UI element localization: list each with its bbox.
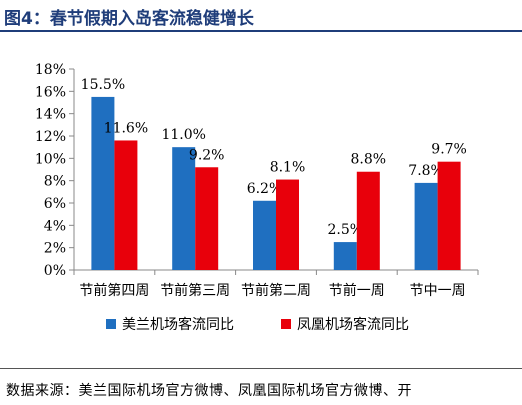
data-label: 9.2% xyxy=(189,147,225,163)
y-tick-label: 16% xyxy=(35,84,66,100)
legend-label: 美兰机场客流同比 xyxy=(122,316,234,333)
data-label: 11.6% xyxy=(104,120,148,136)
bar-meilan xyxy=(172,147,196,270)
data-label: 15.5% xyxy=(81,77,125,93)
data-label: 2.5% xyxy=(328,222,364,238)
y-tick-label: 2% xyxy=(44,241,66,257)
y-tick-label: 10% xyxy=(35,151,66,167)
y-tick-label: 6% xyxy=(44,196,66,212)
data-label: 11.0% xyxy=(161,127,205,143)
x-tick-label: 节中一周 xyxy=(410,283,466,299)
bar-fenghuang xyxy=(276,179,299,270)
bar-fenghuang xyxy=(114,140,138,270)
y-tick-label: 14% xyxy=(35,107,66,123)
x-tick-label: 节前第三周 xyxy=(160,282,230,299)
data-label: 7.8% xyxy=(408,163,444,179)
data-label: 8.1% xyxy=(270,160,306,176)
x-tick-label: 节前第四周 xyxy=(79,282,149,299)
y-tick-label: 18% xyxy=(35,62,66,78)
bar-meilan xyxy=(253,200,276,270)
y-tick-label: 0% xyxy=(44,263,66,279)
bar-fenghuang xyxy=(437,161,461,270)
bar-meilan xyxy=(414,182,438,270)
x-tick-label: 节前一周 xyxy=(329,282,385,299)
bar-meilan xyxy=(333,242,357,270)
data-label: 6.2% xyxy=(247,181,283,197)
data-label: 8.8% xyxy=(351,152,387,168)
y-tick-label: 8% xyxy=(44,174,66,190)
y-tick-label: 4% xyxy=(44,218,66,234)
title-divider xyxy=(0,30,522,32)
bar-meilan xyxy=(91,96,115,270)
bar-fenghuang xyxy=(356,171,380,270)
figure-title: 图4：春节假期入岛客流稳健增长 xyxy=(4,9,254,29)
footer-divider xyxy=(0,368,522,369)
bar-chart: 0% 2% 4% 6% 8% 10% 12% 14% 16% 18% 节前第四周 15.5% 11.6%… xyxy=(35,62,479,333)
data-source: 数据来源：美兰国际机场官方微博、凤凰国际机场官方微博、开 xyxy=(6,383,412,399)
bar-fenghuang xyxy=(195,167,219,270)
y-tick-label: 12% xyxy=(35,129,66,145)
x-tick-label: 节前第二周 xyxy=(241,282,311,299)
legend-swatch xyxy=(106,319,116,329)
legend-swatch xyxy=(281,319,291,329)
legend-label: 凤凰机场客流同比 xyxy=(297,316,409,333)
data-label: 9.7% xyxy=(431,142,467,158)
